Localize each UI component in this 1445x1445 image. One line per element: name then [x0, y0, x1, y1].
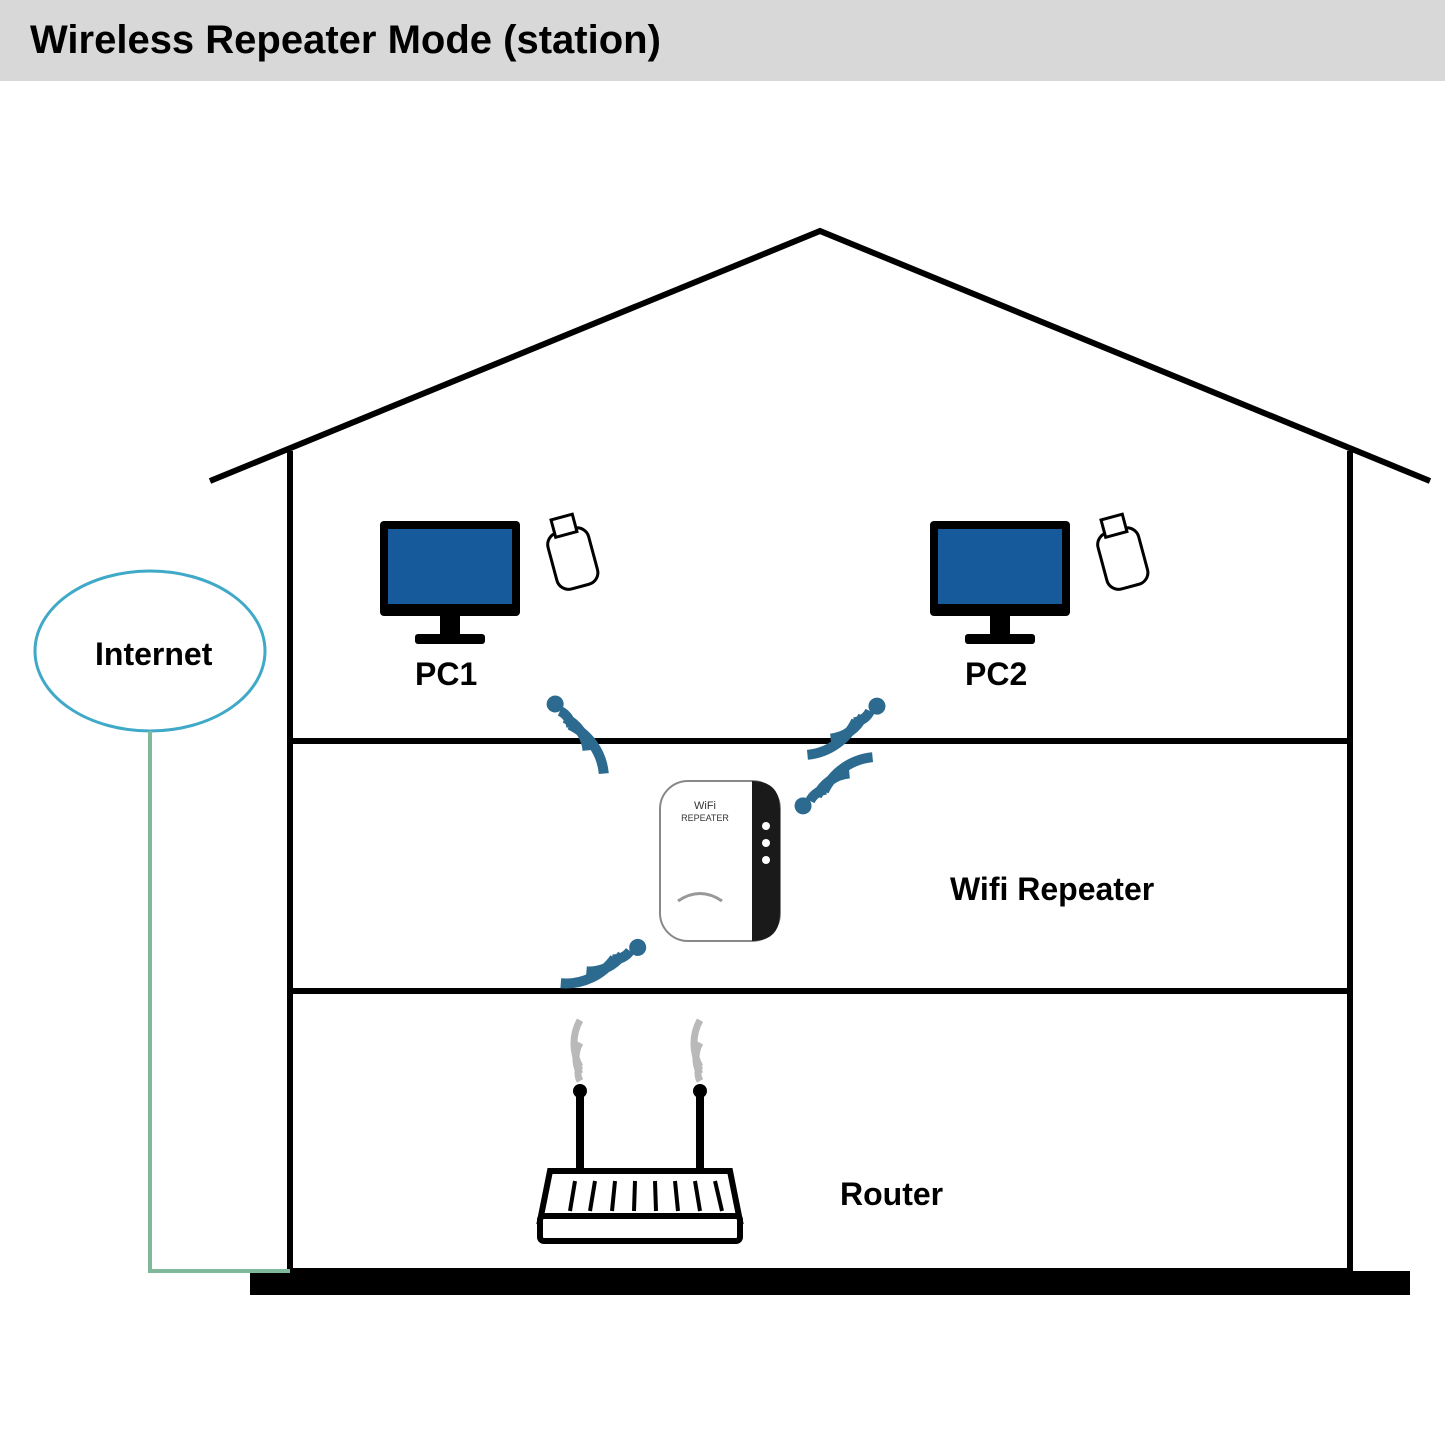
ground-line — [250, 1271, 1410, 1295]
internet-label: Internet — [95, 636, 212, 673]
diagram-svg: WiFi REPEATER — [0, 81, 1445, 1441]
pc2-monitor — [930, 521, 1070, 644]
pc2-usb-dongle — [1091, 512, 1150, 592]
wifi-repeater-label: Wifi Repeater — [950, 871, 1154, 908]
wifi-signal-repeater-right — [794, 745, 873, 824]
pc1-usb-dongle — [541, 512, 600, 592]
pc1-monitor — [380, 521, 520, 644]
internet-cable — [150, 731, 290, 1271]
svg-text:WiFi: WiFi — [694, 800, 716, 812]
title-bar: Wireless Repeater Mode (station) — [0, 0, 1445, 81]
svg-text:REPEATER: REPEATER — [681, 813, 729, 823]
page-title: Wireless Repeater Mode (station) — [30, 18, 661, 62]
wifi-signal-pc1 — [537, 695, 616, 774]
pc2-label: PC2 — [965, 656, 1027, 693]
diagram-canvas: WiFi REPEATER — [0, 81, 1445, 1441]
wifi-repeater-device: WiFi REPEATER — [660, 781, 780, 941]
router-device — [540, 1020, 740, 1241]
wifi-signal-pc2 — [807, 688, 886, 767]
router-label: Router — [840, 1176, 943, 1213]
pc1-label: PC1 — [415, 656, 477, 693]
